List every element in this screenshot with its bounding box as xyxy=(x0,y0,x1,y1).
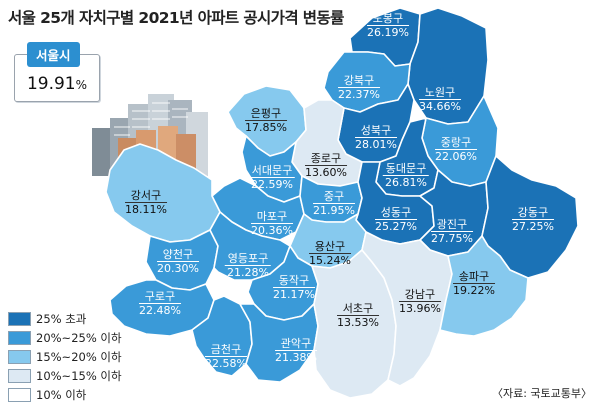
district-yangcheon xyxy=(145,229,219,291)
seoul-label: 서울시 xyxy=(27,42,80,67)
legend-item: 25% 초과 xyxy=(8,310,122,327)
legend-item: 15%~20% 이하 xyxy=(8,348,122,365)
district-gangnam xyxy=(361,231,453,387)
district-label: 영등포구 21.28% xyxy=(224,252,272,279)
district-label: 강북구 22.37% xyxy=(338,74,380,101)
district-label: 구로구 22.48% xyxy=(139,290,181,317)
legend-swatch xyxy=(8,368,31,383)
district-label: 성북구 28.01% xyxy=(355,124,397,151)
district-label: 광진구 27.75% xyxy=(431,218,473,245)
district-label: 송파구 19.22% xyxy=(453,270,495,297)
legend-item: 10%~15% 이하 xyxy=(8,367,122,384)
district-label: 강동구 27.25% xyxy=(512,206,554,233)
district-label: 관악구 21.38% xyxy=(275,337,317,364)
district-label: 동대문구 26.81% xyxy=(382,162,430,189)
district-label: 종로구 13.60% xyxy=(305,152,347,179)
district-label: 중구 21.95% xyxy=(313,190,355,217)
district-label: 중랑구 22.06% xyxy=(435,136,477,163)
legend-swatch xyxy=(8,311,31,326)
source-note: 〈자료: 국토교통부〉 xyxy=(491,387,592,400)
district-label: 양천구 20.30% xyxy=(157,248,199,275)
district-label: 성동구 25.27% xyxy=(375,206,417,233)
district-label: 금천구 22.58% xyxy=(205,343,247,370)
district-label: 용산구 15.24% xyxy=(309,240,351,267)
seoul-average-box: 서울시 19.91% xyxy=(14,42,100,102)
district-label: 강남구 13.96% xyxy=(399,288,441,315)
page-title: 서울 25개 자치구별 2021년 아파트 공시가격 변동률 xyxy=(8,9,344,27)
district-label: 서초구 13.53% xyxy=(337,302,379,329)
district-label: 마포구 20.36% xyxy=(251,210,293,237)
district-label: 서대문구 22.59% xyxy=(248,164,296,191)
district-label: 도봉구 26.19% xyxy=(367,12,409,39)
legend-item: 10% 이하 xyxy=(8,386,122,403)
district-label: 동작구 21.17% xyxy=(273,274,315,301)
district-label: 은평구 17.85% xyxy=(245,107,287,134)
legend-swatch xyxy=(8,387,31,402)
district-label: 강서구 18.11% xyxy=(125,189,167,216)
legend-swatch xyxy=(8,330,31,345)
seoul-value: 19.91% xyxy=(26,74,88,94)
legend-swatch xyxy=(8,349,31,364)
district-label: 노원구 34.66% xyxy=(419,86,461,113)
district-songpa xyxy=(439,235,529,337)
legend: 25% 초과 20%~25% 이하 15%~20% 이하 10%~15% 이하 … xyxy=(8,310,122,405)
legend-item: 20%~25% 이하 xyxy=(8,329,122,346)
